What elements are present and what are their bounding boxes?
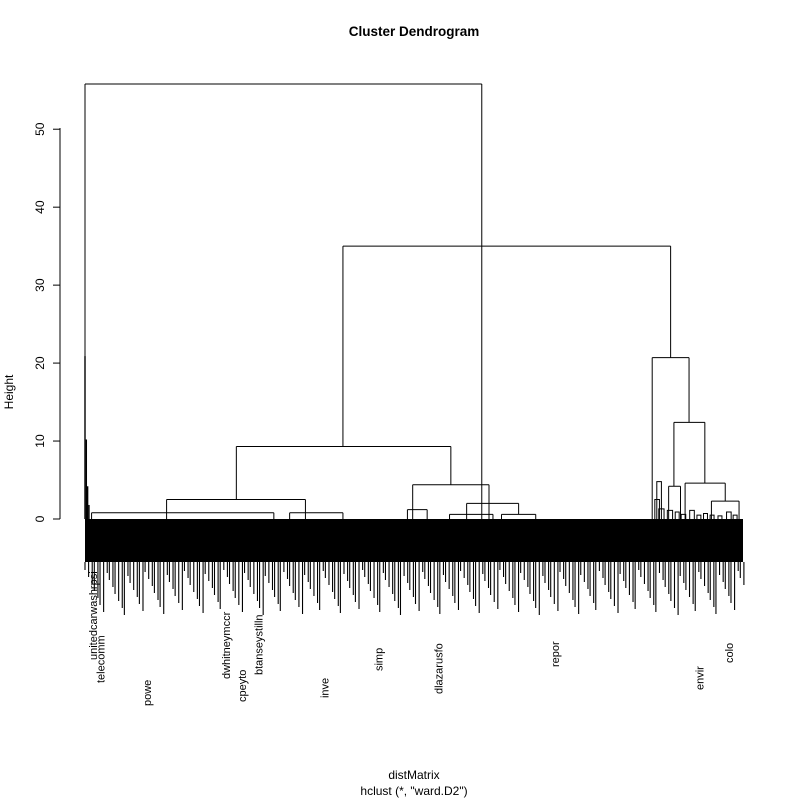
leaf-label: unitedcarwashrpsi [88,571,100,660]
y-tick-label: 30 [33,278,47,292]
sub-cluster-link [666,509,674,519]
chart-title: Cluster Dendrogram [349,24,480,39]
leaf-label: envir [695,666,707,690]
leaf-tick-band [84,562,745,615]
sub-cluster-link [658,508,665,519]
sub-cluster-link [726,511,732,519]
leaf-label-block [85,519,743,562]
sub-cluster-link [703,513,708,519]
sub-cluster-link [696,514,702,519]
leaf-label: inve [319,678,331,698]
leaf-label: telecomm [96,635,108,683]
leaf-label: repor [550,641,562,667]
sub-cluster-link [656,481,662,519]
y-axis-label: Height [2,374,16,409]
sub-cluster-link [689,509,695,519]
sub-cluster-link [680,513,687,519]
sub-cluster-link [732,514,738,519]
x-axis-sublabel: hclust (*, "ward.D2") [360,784,467,798]
leaf-label: dlazarusfo [433,643,445,694]
leaf-label: simp [373,648,385,671]
y-axis-ticks: 0 10 20 30 40 50 [33,122,60,522]
leaf-label: dwhitneymccr [221,611,233,679]
leaf-label: cpeyto [237,670,249,702]
dendrogram-tree [84,83,740,519]
leaf-label: powe [142,680,154,706]
y-tick-label: 20 [33,356,47,370]
y-tick-label: 0 [33,515,47,522]
y-tick-label: 50 [33,122,47,136]
leaf-label: btanseystilln [254,614,266,675]
leaf-label: colo [724,643,736,663]
sub-cluster-link [709,514,715,519]
sub-cluster-link [674,511,680,519]
y-tick-label: 10 [33,434,47,448]
x-axis-label: distMatrix [388,768,439,782]
y-tick-label: 40 [33,200,47,214]
sub-cluster-link [717,515,723,519]
